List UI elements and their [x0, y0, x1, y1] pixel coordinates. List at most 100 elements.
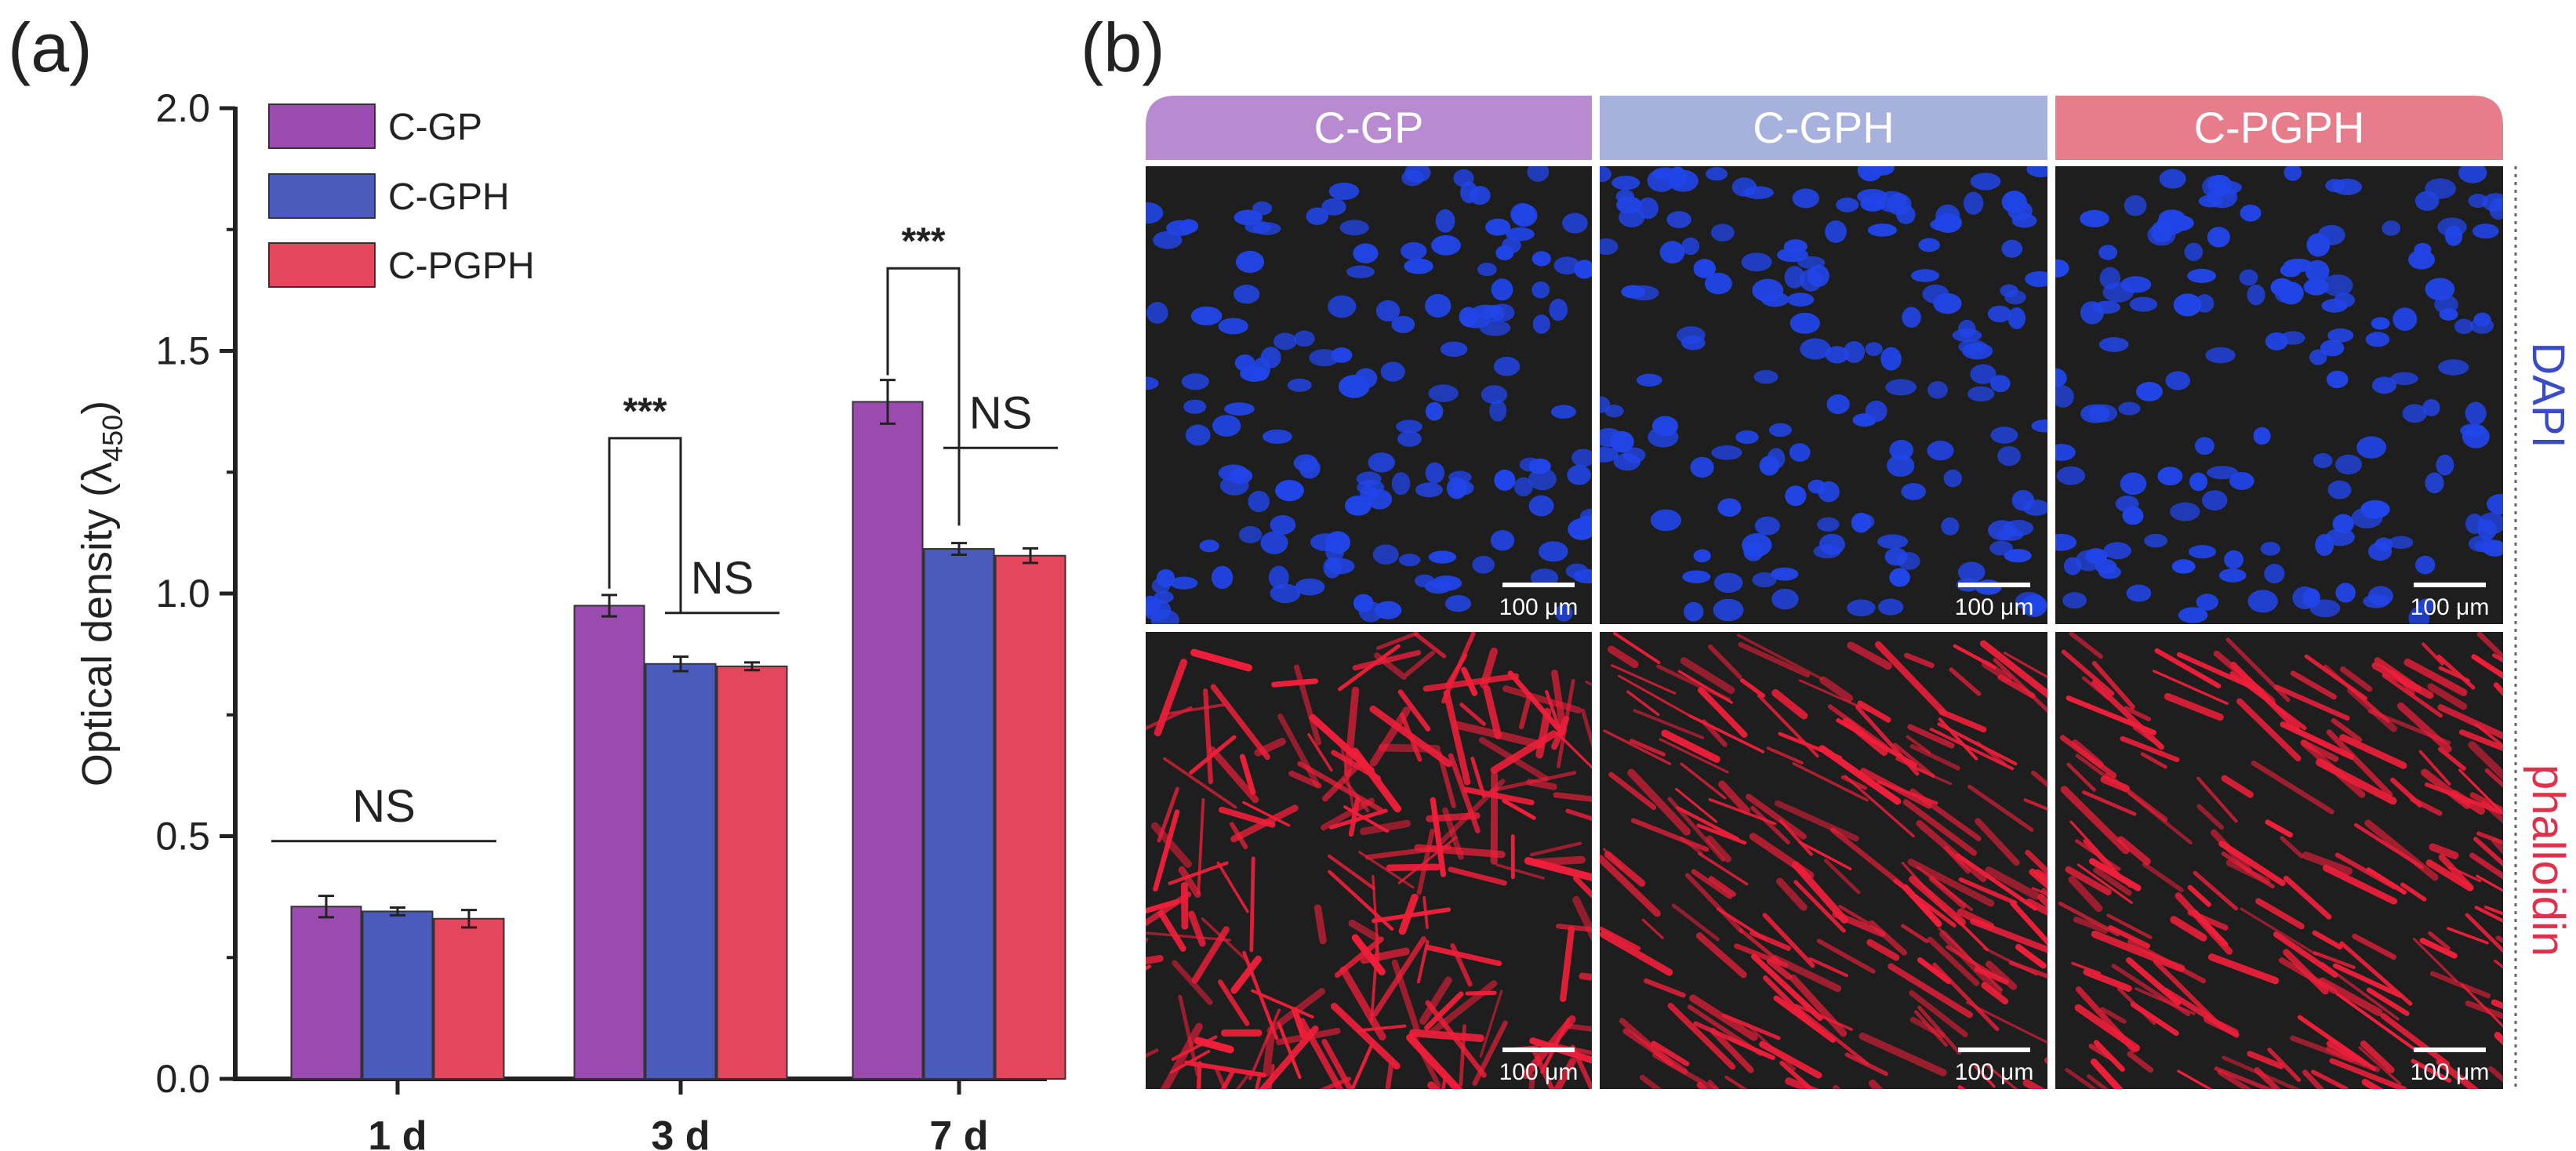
nucleus [1880, 347, 1902, 371]
actin-fiber [2100, 775, 2130, 793]
actin-fiber [1208, 746, 1259, 804]
actin-fiber [2429, 843, 2459, 859]
actin-fiber [1622, 1028, 1688, 1075]
actin-fiber [2127, 791, 2193, 845]
actin-fiber [1556, 678, 1575, 768]
nucleus [1448, 470, 1472, 484]
actin-fiber [1696, 1081, 1709, 1089]
nucleus [1397, 430, 1422, 447]
actin-fiber [1351, 934, 1386, 976]
actin-fiber [2361, 1078, 2384, 1089]
scale-bar-label: 100 μm [2411, 594, 2490, 620]
column-header-c-pgph [2055, 96, 2503, 160]
actin-fiber [1146, 938, 1149, 944]
nucleus [2264, 564, 2285, 584]
nucleus [1398, 554, 1421, 567]
nucleus [1741, 252, 1772, 272]
nucleus [1338, 375, 1370, 398]
actin-fiber [1409, 1029, 1484, 1043]
actin-fiber [2436, 654, 2476, 690]
actin-fiber [1993, 658, 2047, 713]
nucleus [1958, 339, 1987, 354]
actin-fiber [1746, 793, 1807, 840]
actin-fiber [2476, 632, 2503, 661]
actin-fiber [2302, 851, 2353, 875]
nucleus [2151, 220, 2173, 243]
actin-fiber [2214, 1066, 2274, 1089]
nucleus [1428, 550, 1457, 564]
actin-fiber [2468, 741, 2503, 781]
actin-fiber [1570, 1044, 1592, 1089]
nucleus [1146, 302, 1168, 324]
actin-fiber [2108, 924, 2151, 949]
actin-fiber [2418, 750, 2451, 786]
nucleus [2414, 191, 2440, 211]
nucleus [1428, 384, 1459, 402]
nucleus [1477, 263, 1497, 277]
actin-fiber [1565, 1023, 1592, 1032]
actin-fiber [2427, 683, 2468, 710]
nucleus [2011, 213, 2037, 228]
nucleus [1704, 272, 1732, 295]
nucleus [2414, 242, 2432, 256]
actin-fiber [2126, 957, 2182, 1006]
actin-fiber [2437, 704, 2503, 740]
bar-c-pgph-2 [994, 554, 1066, 1080]
actin-fiber [2093, 867, 2132, 896]
phalloidin-image-c-gph [1600, 632, 2047, 1089]
actin-fiber [2255, 898, 2305, 930]
actin-fiber [1163, 757, 1237, 809]
actin-fiber [1339, 966, 1386, 1041]
actin-fiber [2312, 930, 2343, 950]
actin-fiber [2335, 992, 2415, 1051]
nucleus [1469, 186, 1491, 205]
actin-fiber [1750, 805, 1790, 845]
nucleus [1183, 399, 1207, 414]
nucleus [1493, 356, 1521, 376]
actin-fiber [2421, 768, 2472, 809]
nucleus [1650, 509, 1682, 532]
scale-bar-label: 100 μm [1955, 594, 2034, 620]
actin-fiber [2474, 906, 2503, 923]
actin-fiber [1397, 689, 1431, 732]
nucleus [2253, 427, 2271, 445]
actin-fiber [1350, 1040, 1375, 1089]
legend-label: C-GPH [388, 176, 510, 218]
dapi-image-c-pgph [2055, 166, 2503, 624]
actin-fiber [2429, 971, 2491, 999]
nucleus [1826, 394, 1850, 415]
actin-fiber [1210, 684, 1270, 761]
scale-bar-label: 100 μm [1955, 1059, 2034, 1085]
actin-fiber [1502, 685, 1582, 713]
actin-fiber [1677, 670, 1733, 704]
nucleus [1970, 172, 2001, 191]
nucleus [1784, 266, 1805, 289]
column-header-label: C-GP [1314, 103, 1424, 152]
actin-fiber [2425, 782, 2503, 815]
nucleus [1425, 294, 1451, 318]
actin-fiber [1239, 753, 1256, 795]
nucleus [2004, 289, 2026, 305]
nucleus [1234, 285, 1260, 304]
actin-fiber [1370, 944, 1379, 1024]
actin-fiber [1556, 732, 1592, 769]
actin-fiber [1937, 722, 2018, 766]
actin-fiber [1916, 819, 1987, 883]
nucleus [2026, 166, 2047, 178]
actin-fiber [2320, 962, 2400, 1021]
nucleus [2422, 398, 2440, 416]
nucleus [1771, 588, 1799, 610]
nucleus [1901, 483, 1926, 500]
nucleus [1287, 378, 1312, 392]
actin-fiber [2323, 664, 2390, 724]
legend-swatch-c-gph [268, 173, 376, 219]
actin-fiber [1321, 1039, 1354, 1089]
actin-fiber [1840, 775, 1868, 790]
actin-fiber [1680, 762, 1727, 800]
actin-fiber [1641, 918, 1664, 939]
nucleus [1294, 330, 1315, 347]
nucleus [1619, 207, 1645, 228]
nucleus [2371, 376, 2397, 394]
nucleus [1431, 234, 1461, 256]
significance-label: *** [901, 221, 945, 263]
